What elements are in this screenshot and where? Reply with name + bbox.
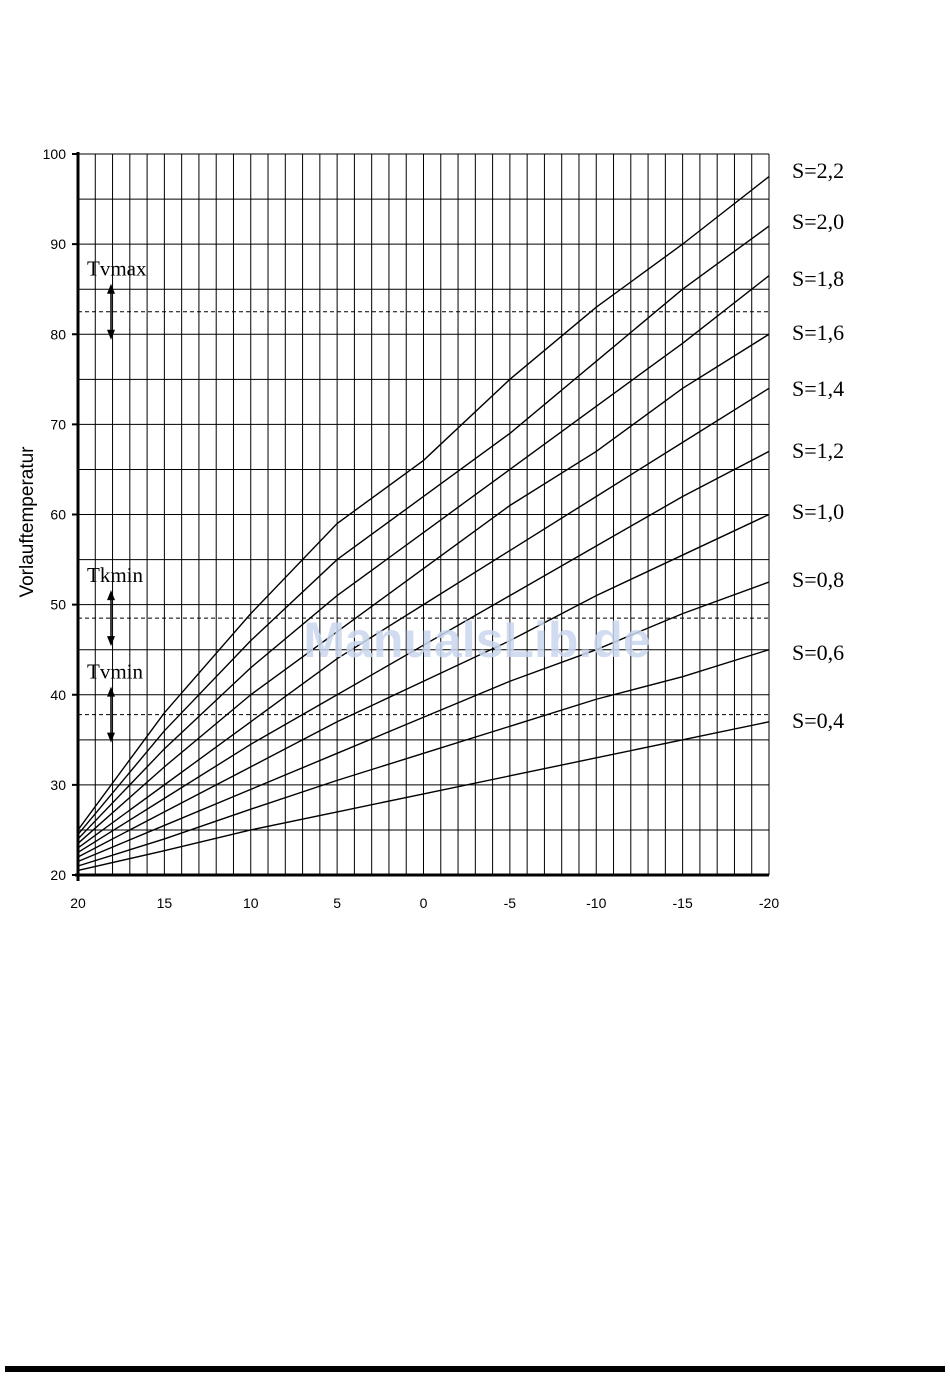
curve-label: S=2,0 [792, 209, 844, 234]
y-tick-label: 70 [50, 416, 66, 432]
marker-label: Tkmin [87, 563, 143, 587]
marker-label: Tvmax [87, 257, 147, 281]
y-tick-label: 100 [43, 146, 67, 162]
curve-label: S=2,2 [792, 158, 844, 183]
x-tick-label: 10 [243, 895, 259, 911]
y-tick-label: 30 [50, 777, 66, 793]
x-tick-label: 5 [333, 895, 341, 911]
heating-curve-line [77, 333, 770, 844]
x-tick-label: -15 [673, 895, 693, 911]
y-axis-title: Vorlauftemperatur [17, 446, 38, 598]
curve-label: S=0,6 [792, 640, 844, 665]
y-tick-label: 90 [50, 236, 66, 252]
y-axis-tick-labels: 20 30 40 50 60 70 80 90 100 [43, 146, 67, 883]
marker-arrow-down [107, 636, 115, 647]
heating-curves [77, 175, 770, 872]
chart-axes [72, 152, 769, 881]
marker-arrow-up [107, 283, 115, 294]
x-tick-label: -20 [759, 895, 779, 911]
watermark-text: ManualsLib.de [303, 612, 650, 668]
curve-label: S=1,2 [792, 438, 844, 463]
heating-curve-line [77, 225, 770, 835]
heating-curve-line [77, 721, 770, 872]
x-tick-label: 15 [157, 895, 173, 911]
heating-curve-line [77, 450, 770, 854]
curve-labels: S=2,2 S=2,0 S=1,8 S=1,6 S=1,4 S=1,2 S=1,0 S=0,8… [792, 158, 844, 733]
marker-arrow-up [107, 590, 115, 601]
heating-curve-line [77, 175, 770, 831]
chart-grid [77, 153, 770, 876]
heating-curve-line [77, 581, 770, 863]
heating-curve-line [77, 649, 770, 867]
heating-curve-line [77, 275, 770, 840]
y-tick-label: 40 [50, 687, 66, 703]
marker-label: Tvmin [87, 660, 143, 684]
curve-label: S=1,4 [792, 376, 844, 401]
footer-rule [5, 1366, 945, 1372]
marker-arrow-down [107, 329, 115, 340]
heating-curve-line [77, 387, 770, 849]
curve-label: S=1,0 [792, 499, 844, 524]
marker-arrow-down [107, 732, 115, 743]
x-tick-label: -10 [586, 895, 606, 911]
y-tick-label: 80 [50, 326, 66, 342]
heating-curve-line [77, 513, 770, 858]
curve-label: S=0,8 [792, 567, 844, 592]
x-axis-tick-labels: 20 15 10 5 0 -5 -10 -15 -20 [70, 895, 779, 911]
x-tick-label: 20 [70, 895, 86, 911]
y-tick-label: 50 [50, 597, 66, 613]
y-tick-label: 20 [50, 867, 66, 883]
y-tick-label: 60 [50, 507, 66, 523]
x-tick-label: -5 [504, 895, 517, 911]
x-tick-label: 0 [420, 895, 428, 911]
marker-arrow-up [107, 686, 115, 697]
curve-label: S=1,6 [792, 320, 844, 345]
curve-label: S=1,8 [792, 266, 844, 291]
curve-label: S=0,4 [792, 708, 844, 733]
marker-lines: Tvmax Tkmin Tvmin [78, 257, 769, 743]
